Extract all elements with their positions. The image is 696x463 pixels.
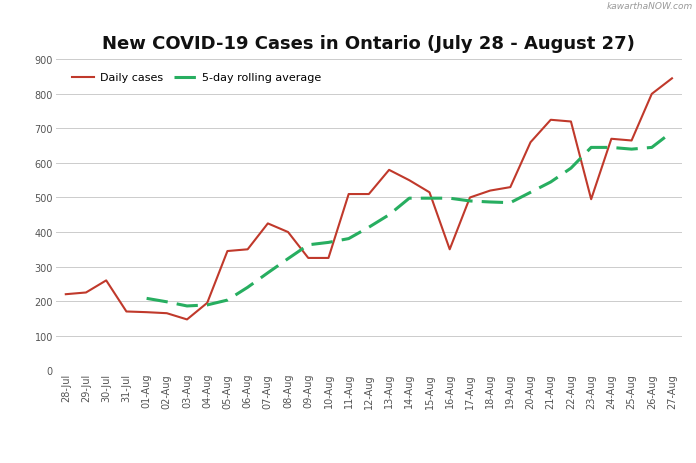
Daily cases xyxy=(345,192,353,197)
5-day rolling average xyxy=(324,240,333,246)
5-day rolling average xyxy=(667,130,676,135)
5-day rolling average xyxy=(284,257,292,262)
Daily cases xyxy=(163,311,171,316)
Daily cases xyxy=(365,192,373,197)
Daily cases xyxy=(122,309,131,314)
Daily cases xyxy=(304,256,313,261)
5-day rolling average xyxy=(425,196,434,201)
Daily cases xyxy=(82,290,90,295)
5-day rolling average xyxy=(304,243,313,248)
Daily cases xyxy=(526,140,535,146)
Daily cases xyxy=(466,195,474,201)
5-day rolling average xyxy=(385,213,393,218)
Daily cases xyxy=(143,310,151,315)
Legend: Daily cases, 5-day rolling average: Daily cases, 5-day rolling average xyxy=(68,69,326,88)
5-day rolling average xyxy=(466,199,474,204)
Line: 5-day rolling average: 5-day rolling average xyxy=(147,132,672,307)
5-day rolling average xyxy=(567,166,575,171)
Daily cases xyxy=(183,317,191,323)
Daily cases xyxy=(587,197,595,202)
5-day rolling average xyxy=(546,180,555,185)
Daily cases xyxy=(102,278,111,283)
Daily cases xyxy=(486,188,494,194)
5-day rolling average xyxy=(264,270,272,276)
5-day rolling average xyxy=(365,225,373,231)
Daily cases xyxy=(324,256,333,261)
Daily cases xyxy=(203,300,212,306)
Daily cases xyxy=(405,178,413,184)
Daily cases xyxy=(223,249,232,254)
5-day rolling average xyxy=(405,196,413,201)
Title: New COVID-19 Cases in Ontario (July 28 - August 27): New COVID-19 Cases in Ontario (July 28 -… xyxy=(102,35,635,53)
5-day rolling average xyxy=(587,145,595,151)
Daily cases xyxy=(385,168,393,173)
Daily cases xyxy=(244,247,252,252)
5-day rolling average xyxy=(345,236,353,242)
5-day rolling average xyxy=(163,300,171,305)
5-day rolling average xyxy=(143,296,151,301)
5-day rolling average xyxy=(647,145,656,151)
Text: kawarthaNOW.com: kawarthaNOW.com xyxy=(606,2,693,11)
5-day rolling average xyxy=(203,302,212,308)
5-day rolling average xyxy=(183,304,191,309)
Daily cases xyxy=(627,138,635,144)
Daily cases xyxy=(607,137,615,142)
Daily cases xyxy=(506,185,514,190)
Daily cases xyxy=(567,119,575,125)
Daily cases xyxy=(667,76,676,82)
5-day rolling average xyxy=(223,298,232,303)
5-day rolling average xyxy=(506,200,514,206)
Daily cases xyxy=(445,247,454,252)
5-day rolling average xyxy=(607,145,615,151)
Daily cases xyxy=(647,92,656,97)
Daily cases xyxy=(425,190,434,196)
5-day rolling average xyxy=(244,285,252,290)
Line: Daily cases: Daily cases xyxy=(66,79,672,320)
Daily cases xyxy=(546,118,555,123)
5-day rolling average xyxy=(526,190,535,196)
5-day rolling average xyxy=(627,147,635,153)
5-day rolling average xyxy=(486,200,494,205)
Daily cases xyxy=(284,230,292,235)
Daily cases xyxy=(62,292,70,297)
Daily cases xyxy=(264,221,272,227)
5-day rolling average xyxy=(445,196,454,201)
